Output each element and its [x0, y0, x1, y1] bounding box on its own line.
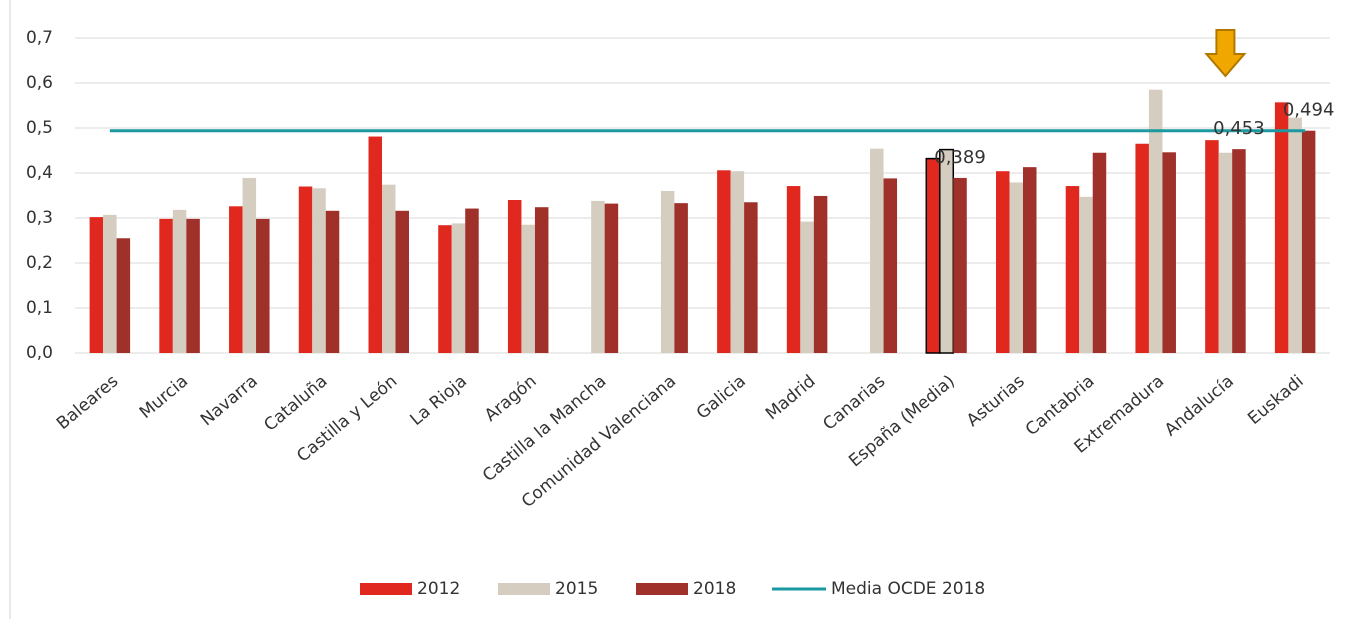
bar	[438, 225, 452, 353]
bar	[674, 203, 688, 353]
y-tick-label: 0,1	[26, 298, 53, 318]
bar	[451, 223, 466, 353]
legend-label: Media OCDE 2018	[831, 579, 985, 599]
bar	[1232, 149, 1246, 353]
x-tick-label: Cataluña	[260, 371, 331, 435]
bar	[1079, 196, 1093, 353]
bar	[1301, 130, 1316, 353]
x-tick-label: Asturias	[963, 371, 1029, 431]
y-tick-label: 0,5	[26, 118, 53, 138]
bar	[744, 202, 758, 353]
x-tick-label: Castilla la Mancha	[479, 371, 610, 486]
y-tick-label: 0,4	[26, 163, 53, 183]
x-tick-label: Madrid	[762, 371, 820, 424]
bar	[939, 148, 955, 354]
bar	[953, 177, 967, 353]
data-label: 0,389	[934, 147, 986, 168]
bar	[116, 238, 131, 353]
legend-swatch	[498, 583, 550, 595]
bar	[996, 171, 1010, 353]
bar	[1205, 140, 1219, 353]
y-tick-label: 0,6	[26, 73, 53, 93]
bar	[298, 186, 313, 353]
bar	[103, 214, 117, 353]
legend-swatch	[360, 583, 412, 595]
legend-swatch	[636, 583, 688, 595]
legend-label: 2012	[417, 579, 460, 599]
bar	[186, 218, 200, 353]
x-tick-label: Aragón	[481, 371, 541, 426]
x-tick-label: Andalucía	[1161, 371, 1238, 440]
bar	[813, 195, 828, 353]
bar	[1023, 167, 1037, 353]
data-label: 0,453	[1213, 118, 1265, 139]
bar	[1092, 152, 1107, 353]
bar	[1218, 152, 1233, 353]
x-tick-label: Murcia	[136, 371, 192, 423]
bar	[870, 148, 884, 353]
bar	[604, 203, 619, 353]
y-tick-label: 0,7	[26, 28, 53, 48]
bar	[325, 210, 340, 353]
legend-label: 2015	[555, 579, 598, 599]
bar	[1065, 186, 1080, 353]
x-tick-label: Galicia	[693, 371, 750, 423]
bar	[925, 157, 941, 354]
x-tick-label: Navarra	[197, 371, 262, 430]
bar	[521, 224, 535, 353]
x-tick-label: La Rioja	[406, 371, 470, 430]
bar	[368, 136, 382, 353]
legend-label: 2018	[693, 579, 736, 599]
bar	[730, 171, 745, 353]
x-tick-label: Euskadi	[1244, 371, 1307, 429]
bar	[717, 170, 731, 353]
bar	[1135, 143, 1149, 353]
bar	[591, 200, 605, 353]
bar	[1009, 182, 1023, 353]
bar	[800, 221, 814, 353]
bar	[159, 218, 173, 353]
bar	[382, 184, 396, 353]
y-tick-label: 0,2	[26, 253, 53, 273]
bar	[172, 209, 187, 353]
bar	[1288, 117, 1302, 354]
bar	[256, 218, 270, 353]
bar	[507, 200, 522, 353]
bar	[242, 177, 257, 353]
data-label: 0,494	[1283, 100, 1335, 121]
bar	[786, 186, 801, 353]
x-tick-label: Baleares	[53, 371, 122, 434]
bar	[883, 178, 898, 353]
highlight-arrow	[1204, 29, 1247, 78]
bar	[1274, 102, 1289, 353]
bar	[312, 188, 326, 353]
bar	[534, 207, 549, 353]
bar	[1162, 152, 1176, 353]
bar	[229, 206, 243, 353]
bar	[89, 217, 104, 353]
y-tick-label: 0,0	[26, 343, 53, 363]
bar	[660, 191, 675, 353]
bar	[1148, 89, 1163, 353]
bar	[395, 210, 409, 353]
bar	[465, 208, 479, 353]
x-tick-label: Canarias	[819, 371, 889, 434]
y-tick-label: 0,3	[26, 208, 53, 228]
